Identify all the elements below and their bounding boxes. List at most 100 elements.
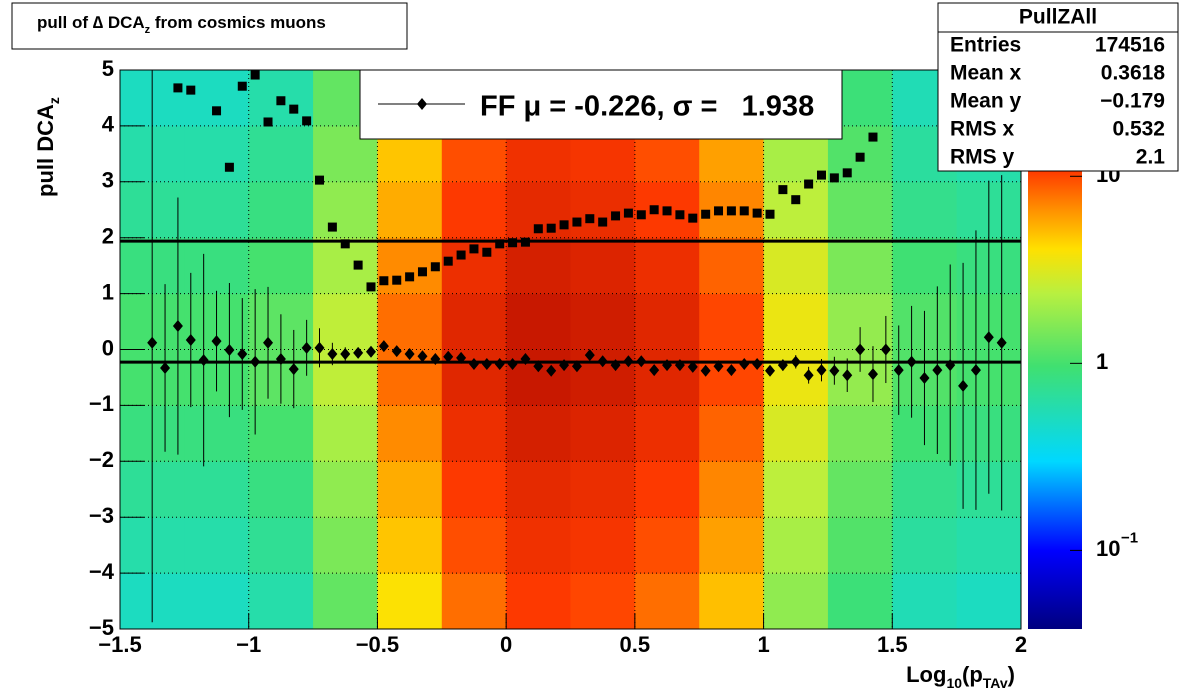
heatmap-cell xyxy=(570,517,636,574)
marker xyxy=(417,267,427,277)
legend-marker xyxy=(417,98,427,110)
heatmap-cell xyxy=(184,237,250,295)
marker xyxy=(714,206,724,216)
marker xyxy=(327,222,337,232)
heatmap-cell xyxy=(441,517,507,574)
marker xyxy=(237,81,247,91)
heatmap-cell xyxy=(763,237,829,295)
heatmap-cell xyxy=(441,293,507,350)
marker xyxy=(739,206,749,216)
heatmap-cell xyxy=(506,517,571,574)
marker xyxy=(417,350,428,363)
heatmap-cell xyxy=(313,405,378,462)
marker xyxy=(147,336,158,349)
x-axis-label: Log10(pTAv) xyxy=(906,662,1015,691)
marker xyxy=(482,247,492,257)
marker xyxy=(584,349,595,362)
marker xyxy=(623,208,633,218)
marker xyxy=(533,224,543,234)
chart-title-part: pull of ∆ DCA xyxy=(37,13,145,32)
marker xyxy=(855,152,865,162)
heatmap-cell xyxy=(184,517,250,574)
stats-label: Mean y xyxy=(950,90,1022,113)
heatmap-cell xyxy=(634,293,700,350)
heatmap-cell xyxy=(570,293,636,350)
marker xyxy=(289,104,299,114)
heatmap-cell xyxy=(699,573,765,630)
marker xyxy=(662,206,672,216)
heatmap-cell xyxy=(892,181,958,239)
stats-value: 174516 xyxy=(1095,34,1165,57)
y-tick-label: 4 xyxy=(102,112,115,137)
marker xyxy=(816,170,826,180)
marker xyxy=(611,211,621,221)
heatmap-cell xyxy=(634,237,700,295)
marker xyxy=(301,341,312,354)
marker xyxy=(353,346,364,359)
marker xyxy=(868,132,878,142)
z-tick-label: 1 xyxy=(1096,349,1108,374)
heatmap-cell xyxy=(184,405,250,462)
marker xyxy=(211,335,222,348)
heatmap-cell xyxy=(313,181,378,239)
heatmap-cell xyxy=(441,181,507,239)
marker xyxy=(186,85,196,95)
marker xyxy=(688,213,698,223)
heatmap-cell xyxy=(506,293,571,350)
z-tick-label: 10 xyxy=(1096,536,1120,561)
x-tick-label: 0 xyxy=(500,632,512,657)
marker xyxy=(791,195,801,205)
x-tick-label: −1 xyxy=(236,632,261,657)
y-axis-label: pull DCAz xyxy=(33,97,62,197)
heatmap-cell xyxy=(377,517,443,574)
marker xyxy=(585,214,595,224)
marker xyxy=(185,333,196,346)
marker xyxy=(405,272,415,282)
heatmap-cell xyxy=(763,461,829,518)
y-tick-label: −3 xyxy=(89,503,114,528)
marker xyxy=(353,260,363,270)
heatmap-cell xyxy=(827,461,893,518)
marker xyxy=(649,364,660,377)
heatmap-cell xyxy=(634,461,700,518)
marker xyxy=(224,162,234,172)
heatmap-cell xyxy=(313,517,378,574)
stats-value: −0.179 xyxy=(1100,90,1165,113)
heatmap-cell xyxy=(892,573,958,630)
heatmap-cell xyxy=(570,237,636,295)
marker xyxy=(701,209,711,219)
marker xyxy=(559,220,569,230)
heatmap-cell xyxy=(506,349,571,406)
marker xyxy=(803,369,814,382)
marker xyxy=(726,206,736,216)
x-axis-label-part: (p xyxy=(962,662,983,687)
heatmap-cell xyxy=(699,461,765,518)
stats-value: 2.1 xyxy=(1136,146,1166,169)
heatmap-cell xyxy=(634,573,700,630)
marker xyxy=(366,282,376,292)
marker xyxy=(212,106,222,116)
heatmap-cell xyxy=(248,461,314,518)
x-tick-label: 1 xyxy=(757,632,769,657)
heatmap-cell xyxy=(827,517,893,574)
y-tick-label: 5 xyxy=(102,56,114,81)
stats-label: RMS y xyxy=(950,146,1015,169)
stats-label: RMS x xyxy=(950,118,1015,141)
marker xyxy=(687,360,698,373)
marker xyxy=(263,117,273,127)
heatmap-cell xyxy=(377,293,443,350)
heatmap-cell xyxy=(184,181,250,239)
marker xyxy=(224,344,235,357)
heatmap-cell xyxy=(377,181,443,239)
marker xyxy=(391,345,402,358)
heatmap-cell xyxy=(763,293,829,350)
marker xyxy=(546,223,556,233)
x-tick-label: 0.5 xyxy=(620,632,651,657)
marker xyxy=(456,250,466,260)
heatmap-cell xyxy=(892,237,958,295)
heatmap-cell xyxy=(699,349,765,406)
marker xyxy=(340,239,350,249)
stats-box xyxy=(937,2,1179,172)
marker xyxy=(315,175,325,185)
